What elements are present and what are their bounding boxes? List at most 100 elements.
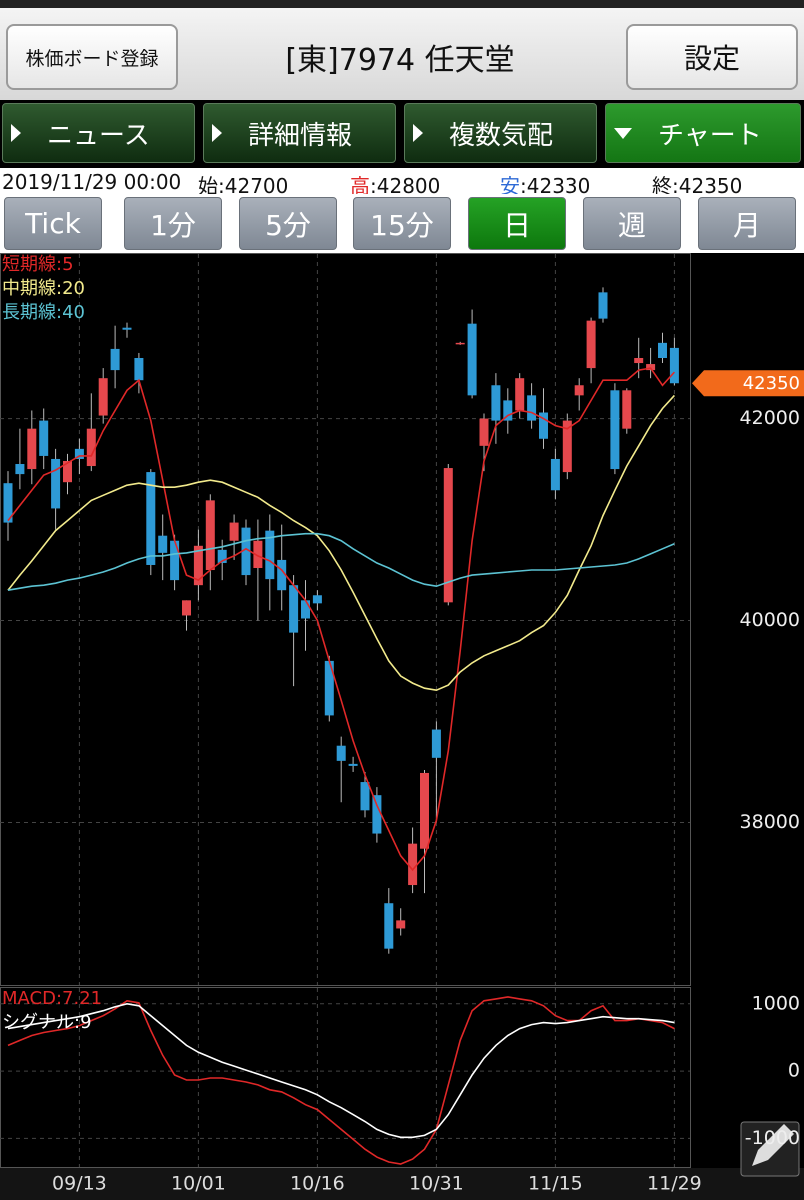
x-tick-label: 09/13: [52, 1173, 107, 1195]
candle-body: [86, 428, 96, 467]
candle-body: [265, 530, 275, 580]
candle-body: [658, 342, 667, 358]
tab-label: 詳細情報: [248, 120, 353, 151]
series-line: [7, 367, 675, 872]
tab-label: 複数気配: [449, 120, 554, 151]
candle-body: [443, 468, 453, 603]
period-button[interactable]: 1分: [124, 197, 222, 250]
news-tab[interactable]: ニュース: [2, 103, 195, 163]
x-axis-band: [0, 1168, 804, 1200]
quote-datetime: 2019/11/29 00:00: [2, 170, 182, 194]
edit-icon[interactable]: [740, 1121, 800, 1177]
candle-body: [669, 347, 679, 384]
x-tick-label: 10/16: [290, 1173, 345, 1195]
candle-body: [253, 540, 263, 569]
candle-body: [27, 428, 37, 470]
period-button[interactable]: 5分: [239, 197, 337, 250]
candle-body: [110, 348, 120, 371]
period-button[interactable]: 週: [583, 197, 681, 250]
stock-title: [東]7974 任天堂: [285, 43, 515, 78]
candle-body: [384, 903, 394, 949]
candle-body: [420, 772, 429, 849]
candle-body: [574, 385, 584, 396]
chart: 09/13 10/01 10/16 10/31 11/15 11/29 38000 40000…: [0, 253, 804, 1200]
candle-body: [503, 400, 513, 421]
detail-tab[interactable]: 詳細情報: [203, 103, 396, 163]
y-tick-label: 42000: [740, 407, 800, 429]
macd-panel-frame: [0, 987, 691, 1168]
candle-body: [646, 364, 656, 371]
candle-body: [455, 342, 465, 345]
candle-body: [324, 660, 334, 716]
chart-tab[interactable]: チャート: [605, 103, 801, 163]
candle-body: [622, 390, 632, 429]
x-tick-label: 11/29: [647, 1173, 702, 1195]
quote-row: 2019/11/29 00:00 始:42700 高:42800 安:42330…: [0, 168, 804, 198]
legend-entry: 短期線:5: [2, 254, 74, 275]
board-register-button[interactable]: 株価ボード登録: [6, 24, 178, 90]
candle-body: [539, 412, 548, 439]
candle-body: [408, 843, 418, 886]
tab-label: チャート: [658, 120, 762, 151]
period-button[interactable]: 日: [468, 197, 566, 250]
candle-body: [289, 585, 299, 633]
quotes-tab[interactable]: 複数気配: [404, 103, 597, 163]
series-line: [7, 394, 675, 692]
candle-body: [550, 458, 560, 491]
y-tick-label: 40000: [740, 609, 800, 631]
candle-body: [312, 595, 322, 604]
candle-body: [396, 920, 406, 929]
candle-body: [217, 549, 227, 563]
series-line: [7, 1002, 675, 1139]
candle-body: [74, 448, 84, 459]
y-tick-label: 38000: [740, 811, 800, 833]
candle-body: [562, 420, 572, 473]
period-button[interactable]: Tick: [4, 197, 102, 250]
candle-body: [3, 483, 13, 523]
last-price-tag: [692, 370, 804, 397]
low-label: 安: [500, 174, 520, 198]
candle-body: [63, 460, 72, 483]
y-tick-label: 1000: [752, 992, 800, 1014]
legend-entry: 中期線:20: [2, 278, 85, 299]
period-button[interactable]: 月: [698, 197, 796, 250]
period-bar: Tick 1分 5分 15分 日 週 月: [0, 194, 804, 253]
settings-button[interactable]: 設定: [626, 24, 798, 90]
candle-body: [241, 527, 251, 576]
candle-body: [515, 378, 525, 411]
candle-body: [277, 559, 287, 591]
candle-body: [527, 395, 537, 421]
legend-entry: 長期線:40: [2, 302, 85, 323]
period-button[interactable]: 15分: [353, 197, 451, 250]
candle-body: [598, 292, 608, 319]
legend-entry: シグナル:9: [2, 1012, 92, 1033]
candle-body: [182, 600, 191, 616]
x-tick-label: 11/15: [528, 1173, 583, 1195]
candle-body: [348, 763, 358, 766]
candle-body: [39, 420, 49, 456]
candle-body: [479, 418, 489, 446]
candle-body: [229, 522, 239, 541]
candle-body: [467, 323, 477, 396]
candle-body: [360, 782, 370, 811]
candle-body: [15, 464, 25, 475]
series-line: [7, 532, 675, 591]
tab-bar: ニュース 詳細情報 複数気配 チャート: [0, 100, 804, 168]
candle-body: [491, 385, 501, 421]
high-label: 高: [350, 174, 370, 198]
candle-body: [372, 795, 382, 834]
candle-body: [170, 540, 180, 581]
candle-body: [205, 500, 215, 571]
candle-body: [134, 357, 144, 381]
candle-body: [336, 745, 346, 761]
x-tick-label: 10/01: [171, 1173, 226, 1195]
y-tick-label: -1000: [745, 1127, 800, 1149]
candle-body: [431, 729, 441, 758]
candle-body: [51, 458, 61, 509]
x-tick-label: 10/31: [409, 1173, 464, 1195]
candle-body: [158, 535, 168, 553]
top-bar: 株価ボード登録 [東]7974 任天堂 設定: [0, 0, 804, 100]
candle-body: [634, 357, 644, 364]
